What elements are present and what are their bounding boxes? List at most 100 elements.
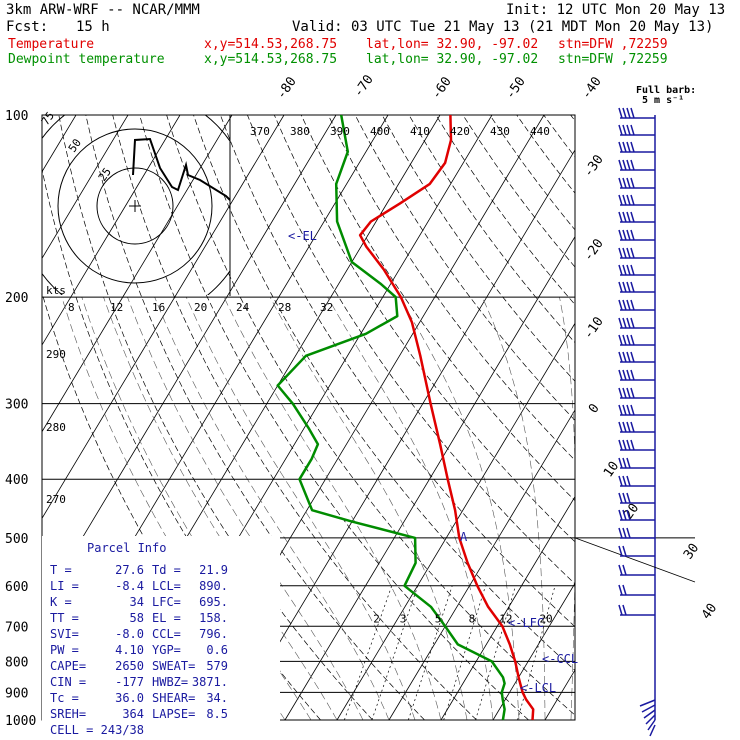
barb-flag [626, 264, 631, 276]
parcel-info-value: 3871. [192, 675, 228, 689]
barb-flag [626, 509, 631, 521]
dry-adiabat [435, 115, 575, 306]
wind-barb [618, 564, 655, 576]
parcel-info-value: 695. [199, 595, 228, 609]
theta-label: 390 [330, 125, 350, 138]
parcel-info-value: 58 [130, 611, 144, 625]
barb-flag [622, 281, 627, 293]
barb-flag [626, 492, 631, 504]
dry-adiabat [220, 115, 575, 628]
el-marker: <-EL [288, 229, 317, 243]
hodograph-speed-label: 12 [110, 301, 123, 314]
dry-adiabat [85, 115, 425, 721]
pressure-label: 600 [5, 580, 28, 595]
barb-flag [622, 124, 627, 136]
isotherm-line [649, 115, 740, 720]
barb-flag [626, 194, 631, 206]
barb-flag [630, 177, 635, 189]
isotherm-line [284, 235, 575, 721]
barb-flag [622, 141, 627, 153]
barb-flag [622, 457, 627, 469]
init-time: Init: 12 UTC Mon 20 May 13 [506, 2, 726, 18]
barb-flag [618, 584, 623, 596]
barb-flag [630, 281, 635, 293]
barb-flag [618, 177, 623, 189]
pressure-label: 800 [5, 655, 28, 670]
parcel-info-key: T = [50, 563, 72, 577]
barb-flag [622, 159, 627, 171]
wind-barb [618, 584, 655, 596]
dry-adiabat [381, 115, 575, 382]
barb-flag [618, 545, 623, 557]
barb-flag [630, 317, 635, 329]
wind-barbs [618, 107, 656, 737]
mixing-ratio-label: 20 [539, 612, 552, 625]
ccl-marker: <-CCL [542, 652, 578, 666]
hodograph-ring [96, 167, 174, 245]
barb-flag [626, 439, 631, 451]
barb-flag [618, 334, 623, 346]
temperature-legend-station: stn=DFW ,72259 [558, 37, 668, 52]
hodograph-speed-label: 16 [152, 301, 165, 314]
barb-flag [622, 264, 627, 276]
moist-adiabat [269, 296, 468, 721]
wind-barb [647, 719, 656, 731]
pressure-label: 100 [5, 109, 28, 124]
parcel-info-key: LI = [50, 579, 79, 593]
barb-flag [622, 492, 627, 504]
wind-barb [641, 704, 656, 713]
temperature-legend-xy: x,y=514.53,268.75 [204, 37, 338, 52]
mixing-ratio-line [408, 585, 453, 721]
barb-flag [626, 457, 631, 469]
wind-barb [618, 475, 655, 487]
parcel-info-value: 0.6 [206, 643, 228, 657]
barb-flag [626, 299, 631, 311]
isotherm-line [336, 322, 575, 721]
isotherm-line [492, 582, 575, 721]
isotherm-label: 0 [586, 401, 603, 416]
dewpoint-legend-station: stn=DFW ,72259 [558, 52, 668, 67]
wind-barb [618, 509, 655, 521]
barb-flag [626, 107, 631, 119]
barb-flag [618, 141, 623, 153]
temperature-profile [358, 115, 535, 721]
lcl-marker: <-LCL [520, 681, 556, 695]
theta-label: 400 [370, 125, 390, 138]
barb-flag [622, 439, 627, 451]
hodograph-ring-label: 25 [96, 165, 114, 183]
barb-flag [622, 299, 627, 311]
isotherm-label: -70 [351, 72, 377, 100]
barb-flag [626, 369, 631, 381]
hodograph-speed-label: 28 [278, 301, 291, 314]
isotherm-label: -60 [429, 74, 455, 102]
wind-barb [618, 264, 655, 276]
isotherm-line [388, 409, 575, 721]
mixing-ratio-line [443, 585, 486, 721]
barb-flag [626, 421, 631, 433]
parcel-info-key: CELL = [50, 723, 93, 737]
moist-adiabat [327, 296, 494, 721]
mixing-ratio-line [344, 585, 393, 721]
barb-flag [618, 299, 623, 311]
wind-barb [618, 545, 655, 557]
mixing-ratio-label: 3 [400, 612, 407, 625]
isotherm-line [597, 115, 740, 720]
isotherm-line [42, 115, 285, 520]
moist-adiabat [223, 296, 442, 721]
barb-flag [626, 177, 631, 189]
parcel-info-value: 21.9 [199, 563, 228, 577]
barb-flag [622, 604, 627, 616]
parcel-info-key: SWEAT= [152, 659, 195, 673]
valid-time: Valid: 03 UTC Tue 21 May 13 (21 MDT Mon … [292, 19, 714, 35]
theta-label: 440 [530, 125, 550, 138]
plot-frame [41, 114, 576, 721]
parcel-info-title: Parcel Info [87, 541, 166, 555]
barb-flag [622, 194, 627, 206]
barb-flag [618, 317, 623, 329]
theta-label: 420 [450, 125, 470, 138]
parcel-info-key: PW = [50, 643, 79, 657]
isotherm-label: -10 [581, 314, 607, 342]
barb-flag [622, 229, 627, 241]
parcel-info-key: Td = [152, 563, 181, 577]
